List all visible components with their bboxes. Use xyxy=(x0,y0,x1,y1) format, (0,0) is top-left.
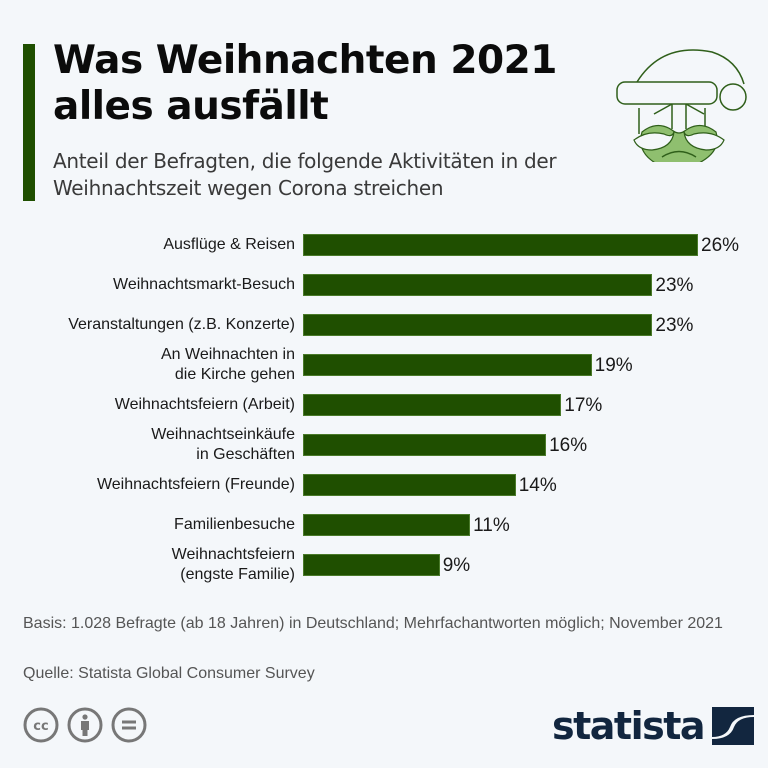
value-label: 16% xyxy=(549,435,588,456)
attribution-icon[interactable] xyxy=(67,707,103,743)
bar[interactable] xyxy=(303,234,698,256)
category-label: Weihnachtsfeiern (Arbeit) xyxy=(114,396,295,413)
bar[interactable] xyxy=(303,434,547,456)
value-label: 19% xyxy=(594,355,633,376)
bar[interactable] xyxy=(303,514,471,536)
value-label: 23% xyxy=(655,275,694,296)
value-label: 26% xyxy=(701,235,740,256)
value-label: 23% xyxy=(655,315,694,336)
santa-icon xyxy=(616,49,747,162)
value-label: 11% xyxy=(473,515,510,536)
category-label: Weihnachtsmarkt-Besuch xyxy=(113,276,295,293)
bar[interactable] xyxy=(303,554,440,576)
bar[interactable] xyxy=(303,474,516,496)
chart-title: Was Weihnachten 2021 alles ausfällt xyxy=(53,38,557,129)
value-label: 14% xyxy=(518,475,557,496)
statista-mark-icon xyxy=(712,707,755,745)
bar[interactable] xyxy=(303,274,653,296)
category-label: Familienbesuche xyxy=(174,516,295,533)
category-label: Ausflüge & Reisen xyxy=(163,236,295,253)
category-label: Veranstaltungen (z.B. Konzerte) xyxy=(68,316,295,333)
bar[interactable] xyxy=(303,394,562,416)
category-label: Weihnachtsfeiern (Freunde) xyxy=(96,476,295,493)
logo-text: statista xyxy=(552,704,706,748)
category-label: Weihnachtseinkäufe in Geschäften xyxy=(151,426,295,463)
cc-icon[interactable]: cc xyxy=(23,707,59,743)
statista-logo[interactable]: statista xyxy=(552,704,755,748)
chart-subtitle: Anteil der Befragten, die folgende Aktiv… xyxy=(53,149,557,200)
category-label: An Weihnachten in die Kirche gehen xyxy=(160,346,295,383)
no-derivatives-icon[interactable] xyxy=(111,707,147,743)
footnote-source: Quelle: Statista Global Consumer Survey xyxy=(23,665,315,682)
category-label: Weihnachtsfeiern (engste Familie) xyxy=(171,546,295,583)
bar[interactable] xyxy=(303,354,592,376)
license-icons: cc xyxy=(23,707,147,747)
value-label: 9% xyxy=(442,555,471,576)
value-label: 17% xyxy=(564,395,603,416)
bar[interactable] xyxy=(303,314,653,336)
title-accent-bar xyxy=(23,44,35,201)
footnote-basis: Basis: 1.028 Befragte (ab 18 Jahren) in … xyxy=(23,615,723,632)
svg-text:cc: cc xyxy=(33,719,48,734)
